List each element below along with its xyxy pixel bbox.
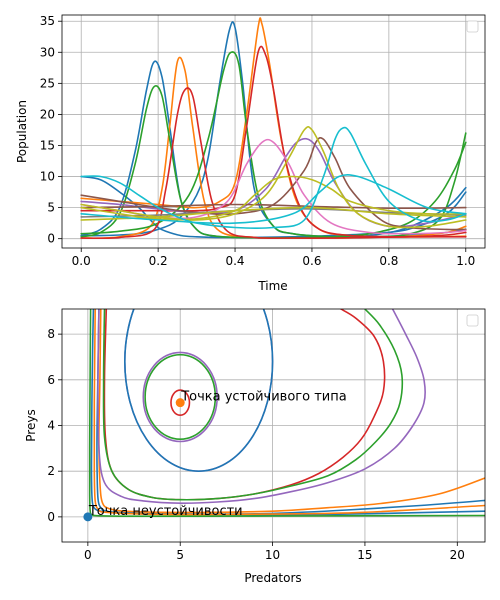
y-tick-label: 20 — [40, 107, 55, 121]
x-tick-label: 0.0 — [72, 254, 91, 268]
series-line-6 — [102, 309, 404, 501]
x-tick-label: 15 — [357, 548, 372, 562]
series-line-18 — [80, 174, 467, 225]
phase-portrait-plot: 0 5 10 15 20 0 2 4 6 8 Точка устойчивого типа То… — [24, 308, 486, 585]
orbit-1 — [144, 353, 217, 441]
y-axis-label-top: Population — [15, 100, 29, 163]
series-group-bottom — [88, 309, 485, 518]
point-marker-1 — [175, 398, 185, 408]
axes-frame-top — [61, 14, 486, 249]
y-ticks-top: 0 5 10 15 20 25 30 35 — [40, 14, 62, 246]
x-tick-label: 0 — [84, 548, 92, 562]
y-tick-label: 8 — [47, 327, 55, 341]
y-tick-label: 0 — [47, 232, 55, 246]
series-line-17 — [80, 126, 467, 230]
x-tick-label: 0.2 — [149, 254, 168, 268]
y-tick-label: 10 — [40, 170, 55, 184]
annotation-stable-point: Точка устойчивого типа — [180, 390, 346, 405]
legend-box-bottom — [466, 314, 479, 327]
y-tick-label: 30 — [40, 45, 55, 59]
orbit-0 — [170, 389, 191, 417]
points-bottom — [83, 398, 185, 522]
y-tick-label: 15 — [40, 138, 55, 152]
series-line-16 — [80, 206, 467, 221]
x-tick-label: 20 — [450, 548, 465, 562]
x-ticks-top: 0.0 0.2 0.4 0.6 0.8 1.0 — [72, 248, 475, 268]
series-line-10 — [80, 136, 467, 231]
series-line-8 — [80, 45, 467, 238]
y-tick-label: 0 — [47, 510, 55, 524]
x-tick-label: 5 — [176, 548, 184, 562]
series-line-5 — [80, 85, 467, 239]
x-tick-label: 0.6 — [302, 254, 321, 268]
y-tick-label: 25 — [40, 76, 55, 90]
series-group-top — [80, 17, 467, 240]
series-line-4 — [88, 309, 485, 518]
series-line-15 — [80, 175, 467, 221]
series-line-3 — [93, 309, 485, 516]
x-tick-label: 1.0 — [456, 254, 475, 268]
time-series-plot: 0.0 0.2 0.4 0.6 0.8 1.0 0 5 10 15 20 25 30 35 Time P… — [15, 14, 486, 293]
orbit-4 — [124, 309, 274, 472]
legend-box-top — [466, 20, 479, 33]
x-tick-label: 10 — [265, 548, 280, 562]
y-axis-label-bottom: Preys — [24, 409, 38, 441]
y-ticks-bottom: 0 2 4 6 8 — [47, 327, 62, 524]
x-tick-label: 0.8 — [379, 254, 398, 268]
y-tick-label: 35 — [40, 14, 55, 28]
series-line-7 — [97, 309, 426, 505]
series-line-14 — [80, 126, 467, 229]
y-tick-label: 2 — [47, 464, 55, 478]
point-marker-0 — [83, 512, 93, 522]
annotation-unstable-point: Точка неустойчивости — [88, 504, 243, 519]
orbit-2 — [142, 351, 218, 443]
y-tick-label: 6 — [47, 373, 55, 387]
y-tick-label: 4 — [47, 419, 55, 433]
x-axis-label-top: Time — [257, 279, 287, 293]
x-tick-label: 0.4 — [225, 254, 244, 268]
x-ticks-bottom: 0 5 10 15 20 — [84, 542, 465, 562]
y-tick-label: 5 — [47, 201, 55, 215]
x-axis-label-bottom: Predators — [244, 571, 301, 585]
